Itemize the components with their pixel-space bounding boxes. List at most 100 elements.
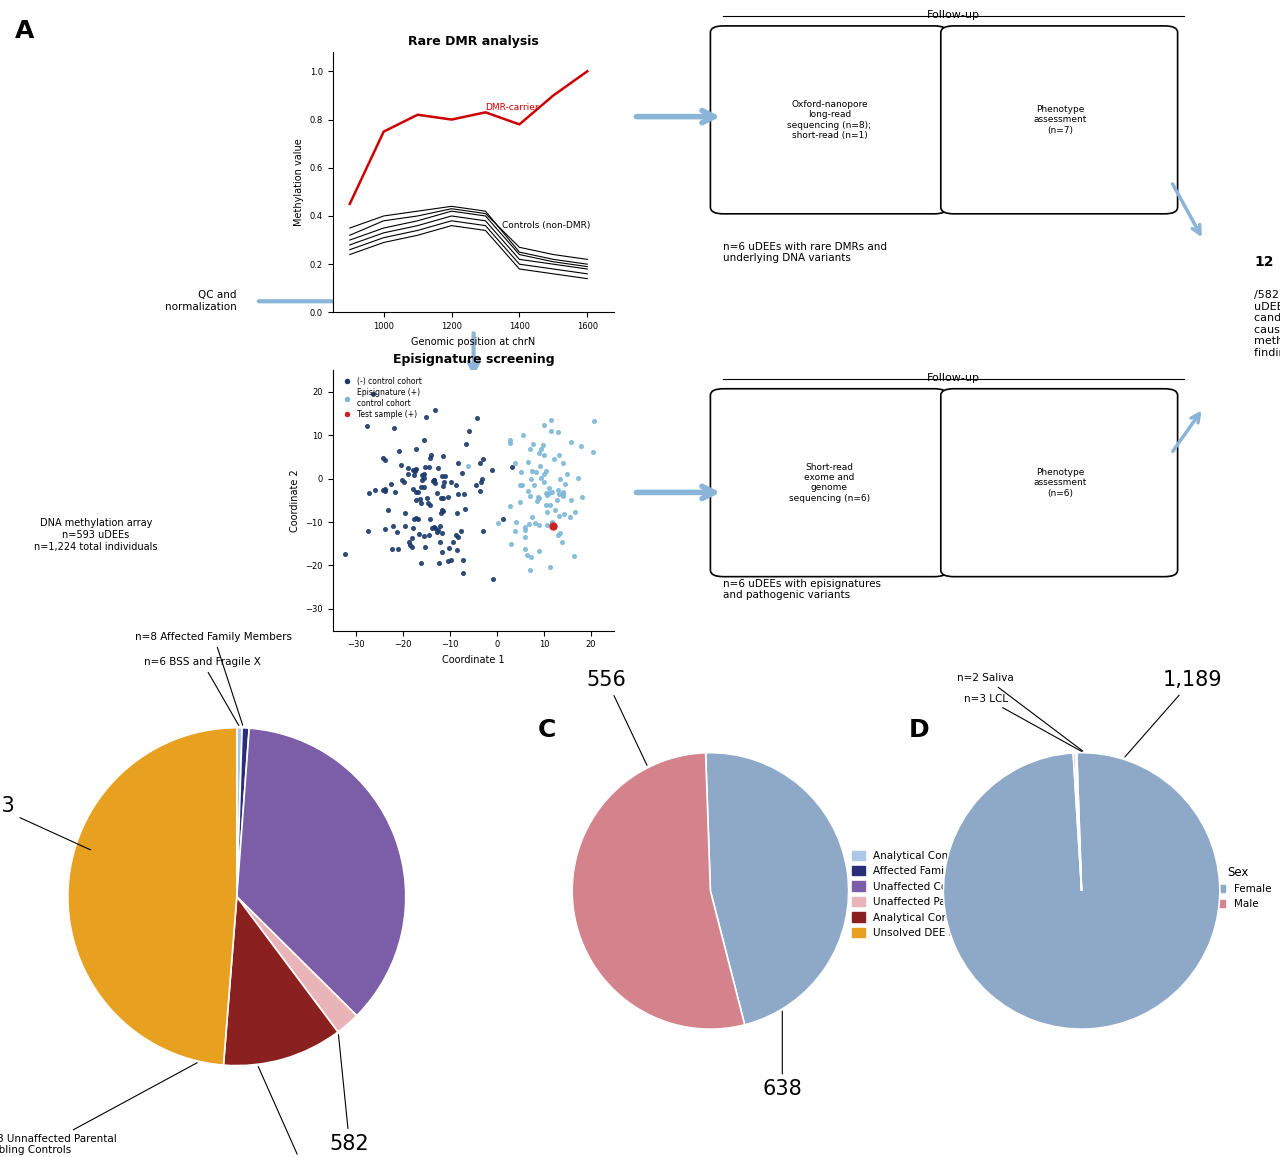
Point [429,554,449,573]
Y-axis label: Methylation value: Methylation value [294,139,305,226]
Point [543,514,563,532]
Point [428,521,448,539]
Point [378,501,398,519]
Point [448,454,468,472]
Text: n=3 LCL: n=3 LCL [964,693,1082,751]
Y-axis label: Coordinate 2: Coordinate 2 [289,469,300,532]
Point [408,524,429,543]
Point [413,528,434,546]
Point [471,470,492,488]
Point [483,460,503,479]
Point [425,519,445,538]
Point [403,480,424,499]
Point [454,485,475,503]
Text: Controls (non-DMR): Controls (non-DMR) [503,221,591,230]
Point [440,551,461,569]
Point [443,532,463,551]
Point [392,471,412,489]
Text: Oxford-nanopore
long-read
sequencing (n=8);
short-read (n=1): Oxford-nanopore long-read sequencing (n=… [787,100,872,140]
Point [534,473,554,492]
Point [527,487,548,506]
Point [442,472,462,491]
Text: Short-read
exome and
genome
sequencing (n=6): Short-read exome and genome sequencing (… [788,463,870,503]
Point [416,407,436,426]
Point [522,435,543,454]
Point [394,503,415,522]
Text: 582: 582 [330,1034,370,1155]
Point [553,485,573,503]
Point [553,487,573,506]
Point [582,442,603,460]
Point [411,471,431,489]
Point [548,525,568,544]
Text: n=6 BSS and Fragile X: n=6 BSS and Fragile X [143,657,261,725]
Point [413,478,434,496]
Point [448,485,468,503]
Point [549,470,570,488]
Point [413,430,434,449]
Point [529,543,549,561]
Text: 12: 12 [1254,256,1274,270]
Point [548,423,568,442]
Point [413,465,434,484]
Point [410,489,430,508]
Point [424,400,444,419]
Point [467,408,488,427]
Point [493,510,513,529]
Point [335,545,356,563]
Point [529,516,549,535]
Point [438,552,458,570]
Point [433,489,453,508]
Point [403,460,424,479]
Point [424,471,444,489]
Point [451,522,471,540]
Point [424,471,444,489]
Point [403,510,424,529]
Point [404,460,425,479]
Point [531,469,552,487]
Point [536,486,557,504]
Text: n=28 Unnaffected Parental
or Sibling Controls: n=28 Unnaffected Parental or Sibling Con… [0,1063,197,1156]
Text: D: D [909,718,929,742]
Point [511,476,531,494]
Point [426,523,447,541]
Text: n=2 Saliva: n=2 Saliva [957,672,1083,751]
Point [417,494,438,513]
Point [539,558,559,576]
X-axis label: Coordinate 1: Coordinate 1 [443,655,504,665]
Point [425,474,445,493]
Point [419,525,439,544]
Point [515,518,535,537]
Point [404,466,425,485]
Title: Episignature screening: Episignature screening [393,353,554,367]
Point [424,517,444,536]
Point [433,477,453,495]
Point [406,440,426,458]
Point [504,454,525,472]
Point [421,519,442,538]
Point [532,435,553,454]
Point [445,526,466,545]
Point [402,538,422,557]
Text: n=582 uDEEs
n=1,194 total individuals: n=582 uDEEs n=1,194 total individuals [378,290,509,312]
Point [525,514,545,532]
Title: Rare DMR analysis: Rare DMR analysis [408,35,539,49]
Point [453,551,474,569]
Point [458,422,479,441]
Point [385,482,406,501]
Point [357,417,378,435]
Point [358,522,379,540]
Point [517,546,538,565]
Point [408,509,429,528]
Point [567,469,588,487]
Point [506,513,526,531]
Point [372,449,393,467]
Point [447,540,467,559]
Wedge shape [224,897,338,1066]
Wedge shape [68,728,237,1066]
Point [433,501,453,519]
Wedge shape [705,753,849,1025]
Point [431,488,452,507]
Legend: Female, Male: Female, Male [1201,862,1275,913]
Point [554,474,575,493]
